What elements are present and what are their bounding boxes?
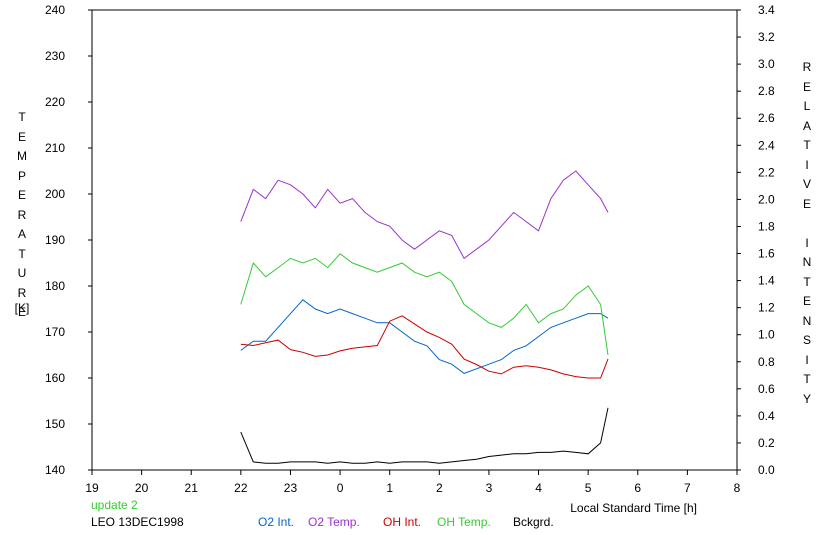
series-line-o2-int bbox=[240, 299, 609, 374]
left-tick-label: 230 bbox=[45, 49, 65, 63]
x-tick-label: 0 bbox=[337, 481, 344, 495]
right-tick-label: 1.8 bbox=[758, 219, 775, 233]
x-tick-label: 20 bbox=[135, 481, 149, 495]
right-tick-label: 2.2 bbox=[758, 165, 775, 179]
left-axis-unit: [K] bbox=[14, 301, 30, 315]
x-tick-label: 23 bbox=[284, 481, 298, 495]
right-tick-label: 1.4 bbox=[758, 274, 775, 288]
plot-frame bbox=[91, 9, 738, 471]
left-tick-label: 170 bbox=[45, 325, 65, 339]
left-tick-label: 160 bbox=[45, 371, 65, 385]
legend-entry: OH Int. bbox=[383, 515, 421, 529]
x-tick-label: 19 bbox=[85, 481, 99, 495]
left-tick-label: 150 bbox=[45, 417, 65, 431]
x-tick-label: 21 bbox=[185, 481, 199, 495]
right-tick-label: 0.6 bbox=[758, 382, 775, 396]
x-tick-label: 6 bbox=[634, 481, 641, 495]
x-tick-label: 7 bbox=[684, 481, 691, 495]
right-tick-label: 1.2 bbox=[758, 301, 775, 315]
left-tick-label: 180 bbox=[45, 279, 65, 293]
legend-entry: O2 Temp. bbox=[308, 515, 360, 529]
update-label: update 2 bbox=[91, 498, 138, 512]
series-line-oh-temp bbox=[240, 253, 609, 356]
left-tick-label: 240 bbox=[45, 3, 65, 17]
legend-entry: O2 Int. bbox=[258, 515, 294, 529]
station-date-label: LEO 13DEC1998 bbox=[91, 515, 184, 529]
right-tick-label: 3.4 bbox=[758, 3, 775, 17]
series-line-oh-int bbox=[240, 315, 609, 379]
x-tick-label: 8 bbox=[734, 481, 741, 495]
series-line-o2-temp bbox=[240, 170, 609, 260]
x-tick-label: 1 bbox=[386, 481, 393, 495]
x-tick-label: 22 bbox=[234, 481, 248, 495]
legend-entry: OH Temp. bbox=[437, 515, 491, 529]
right-tick-label: 0.2 bbox=[758, 436, 775, 450]
series-line-bckgrd bbox=[240, 407, 609, 464]
left-tick-label: 200 bbox=[45, 187, 65, 201]
left-tick-label: 190 bbox=[45, 233, 65, 247]
x-tick-label: 2 bbox=[436, 481, 443, 495]
right-tick-label: 2.8 bbox=[758, 84, 775, 98]
right-tick-label: 3.0 bbox=[758, 57, 775, 71]
x-tick-label: 5 bbox=[585, 481, 592, 495]
x-axis-title: Local Standard Time [h] bbox=[570, 501, 697, 515]
right-tick-label: 2.4 bbox=[758, 138, 775, 152]
right-tick-label: 0.4 bbox=[758, 409, 775, 423]
right-tick-label: 2.0 bbox=[758, 192, 775, 206]
x-tick-label: 4 bbox=[535, 481, 542, 495]
right-tick-label: 0.8 bbox=[758, 355, 775, 369]
right-tick-label: 2.6 bbox=[758, 111, 775, 125]
right-tick-label: 0.0 bbox=[758, 463, 775, 477]
right-tick-label: 1.6 bbox=[758, 247, 775, 261]
left-tick-label: 220 bbox=[45, 95, 65, 109]
right-tick-label: 3.2 bbox=[758, 30, 775, 44]
left-tick-label: 210 bbox=[45, 141, 65, 155]
left-tick-label: 140 bbox=[45, 463, 65, 477]
right-tick-label: 1.0 bbox=[758, 328, 775, 342]
x-tick-label: 3 bbox=[486, 481, 493, 495]
legend-entry: Bckgrd. bbox=[513, 515, 554, 529]
